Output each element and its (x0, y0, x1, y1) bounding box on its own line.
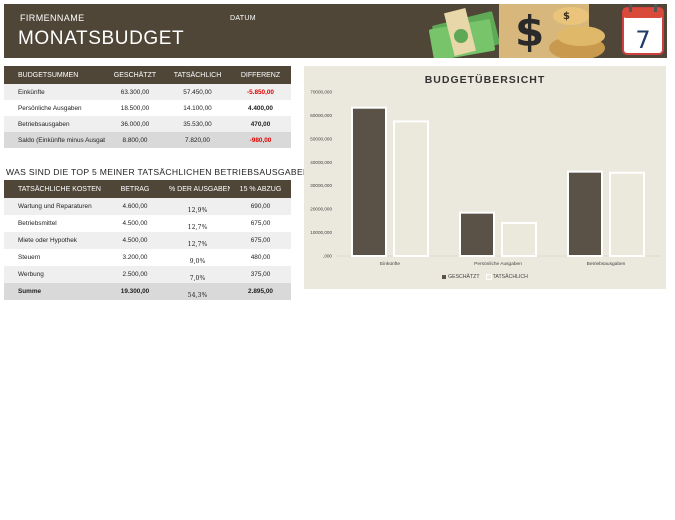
amount-cell[interactable]: 4.600,00 (105, 198, 165, 215)
bar-actual[interactable] (393, 120, 429, 257)
percent-cell[interactable]: 9,0% (165, 249, 230, 266)
x-category-label: Einkünfte (380, 261, 400, 267)
x-category-label: Persönliche Ausgaben (474, 261, 522, 267)
difference-cell[interactable]: -980,00 (230, 132, 291, 148)
amount-cell[interactable]: 4.500,00 (105, 215, 165, 232)
bar-actual[interactable] (609, 171, 645, 257)
row-label[interactable]: Betriebsausgaben (4, 116, 105, 132)
col-budget-totals[interactable]: BUDGETSUMMEN (4, 66, 105, 84)
col-amount[interactable]: BETRAG (105, 180, 165, 198)
svg-text:$: $ (515, 7, 544, 56)
bar-estimated[interactable] (351, 106, 387, 257)
header-banner: FIRMENNAME DATUM MONATSBUDGET $ $ (4, 4, 667, 58)
calendar-day: 7 (635, 26, 650, 54)
estimated-cell[interactable]: 63.300,00 (105, 84, 165, 100)
chart-legend: GESCHÄTZT TATSÄCHLICH (304, 273, 666, 280)
estimated-cell[interactable]: 8.800,00 (105, 132, 165, 148)
x-category-label: Betriebsausgaben (587, 261, 626, 267)
bar-estimated[interactable] (567, 170, 603, 257)
page-title[interactable]: MONATSBUDGET (18, 28, 185, 49)
percent-cell[interactable]: 7,0% (165, 266, 230, 283)
col-difference[interactable]: DIFFERENZ (230, 66, 291, 84)
total-percent[interactable]: 54,3% (165, 283, 230, 300)
table-row: Betriebsausgaben 36.000,00 35.530,00 470… (4, 116, 291, 132)
budget-summary-table: BUDGETSUMMEN GESCHÄTZT TATSÄCHLICH DIFFE… (4, 66, 291, 148)
row-label[interactable]: Saldo (Einkünfte minus Ausgaben) (4, 132, 105, 148)
total-amount[interactable]: 19.300,00 (105, 283, 165, 300)
actual-cell[interactable]: 14.100,00 (165, 100, 230, 116)
difference-cell[interactable]: -5.850,00 (230, 84, 291, 100)
percent-cell[interactable]: 12,7% (165, 215, 230, 232)
svg-text:$: $ (563, 11, 570, 22)
difference-cell[interactable]: 4.400,00 (230, 100, 291, 116)
bar-estimated[interactable] (459, 211, 495, 258)
deduction-cell[interactable]: 375,00 (230, 266, 291, 283)
col-percent-of-expenses[interactable]: % DER AUSGABEN (165, 180, 230, 198)
row-label[interactable]: Wartung und Reparaturen (4, 198, 105, 215)
y-tick-label: ,000 (323, 254, 332, 259)
estimated-cell[interactable]: 18.500,00 (105, 100, 165, 116)
table-row: Wartung und Reparaturen 4.600,00 12,9% 6… (4, 198, 291, 215)
legend-actual: TATSÄCHLICH (492, 274, 528, 280)
header-illustration: $ $ 7 (415, 4, 667, 58)
amount-cell[interactable]: 2.500,00 (105, 266, 165, 283)
col-actual-costs[interactable]: TATSÄCHLICHE KOSTEN (4, 180, 105, 198)
amount-cell[interactable]: 3.200,00 (105, 249, 165, 266)
col-deduction[interactable]: 15 % ABZUG (230, 180, 291, 198)
difference-cell[interactable]: 470,00 (230, 116, 291, 132)
deduction-cell[interactable]: 480,00 (230, 249, 291, 266)
calendar-icon: 7 (622, 4, 664, 55)
actual-cell[interactable]: 57.450,00 (165, 84, 230, 100)
row-label[interactable]: Persönliche Ausgaben (4, 100, 105, 116)
money-bills-icon (429, 7, 500, 58)
table-row: Persönliche Ausgaben 18.500,00 14.100,00… (4, 100, 291, 116)
col-estimated[interactable]: GESCHÄTZT (105, 66, 165, 84)
y-tick-label: 50000,000 (310, 136, 332, 141)
deduction-cell[interactable]: 675,00 (230, 215, 291, 232)
y-tick-label: 40000,000 (310, 160, 332, 165)
deduction-cell[interactable]: 675,00 (230, 232, 291, 249)
table-row: Saldo (Einkünfte minus Ausgaben) 8.800,0… (4, 132, 291, 148)
coins-icon: $ (549, 7, 605, 58)
amount-cell[interactable]: 4.500,00 (105, 232, 165, 249)
chart-canvas: ,000 10000,000 20000,000 30000,000 40000,000… (310, 90, 660, 267)
legend-estimated: GESCHÄTZT (448, 274, 480, 280)
y-tick-label: 20000,000 (310, 207, 332, 212)
row-label[interactable]: Steuern (4, 249, 105, 266)
actual-cell[interactable]: 7.820,00 (165, 132, 230, 148)
table-row: Einkünfte 63.300,00 57.450,00 -5.850,00 (4, 84, 291, 100)
table-row: Werbung 2.500,00 7,0% 375,00 (4, 266, 291, 283)
col-actual[interactable]: TATSÄCHLICH (165, 66, 230, 84)
percent-cell[interactable]: 12,7% (165, 232, 230, 249)
deduction-cell[interactable]: 690,00 (230, 198, 291, 215)
row-label[interactable]: Werbung (4, 266, 105, 283)
bar-actual[interactable] (501, 221, 537, 257)
percent-cell[interactable]: 12,9% (165, 198, 230, 215)
legend-swatch-estimated (442, 274, 447, 279)
y-tick-label: 10000,000 (310, 230, 332, 235)
y-tick-label: 70000,000 (310, 90, 332, 95)
row-label[interactable]: Einkünfte (4, 84, 105, 100)
company-name[interactable]: FIRMENNAME (20, 13, 85, 23)
budget-overview-chart[interactable]: BUDGETÜBERSICHT ,000 10000,000 20000,000 30… (304, 66, 666, 289)
date-field[interactable]: DATUM (230, 15, 256, 22)
total-row: Summe 19.300,00 54,3% 2.895,00 (4, 283, 291, 300)
row-label[interactable]: Miete oder Hypothek (4, 232, 105, 249)
total-label[interactable]: Summe (4, 283, 105, 300)
estimated-cell[interactable]: 36.000,00 (105, 116, 165, 132)
row-label[interactable]: Betriebsmittel (4, 215, 105, 232)
y-tick-label: 60000,000 (310, 113, 332, 118)
top5-section-title: WAS SIND DIE TOP 5 MEINER TATSÄCHLICHEN … (6, 167, 315, 177)
table-row: Steuern 3.200,00 9,0% 480,00 (4, 249, 291, 266)
table-row: Miete oder Hypothek 4.500,00 12,7% 675,0… (4, 232, 291, 249)
actual-cell[interactable]: 35.530,00 (165, 116, 230, 132)
y-tick-label: 30000,000 (310, 183, 332, 188)
total-deduction[interactable]: 2.895,00 (230, 283, 291, 300)
top5-expenses-table: TATSÄCHLICHE KOSTEN BETRAG % DER AUSGABE… (4, 180, 291, 300)
chart-title: BUDGETÜBERSICHT (424, 74, 546, 86)
legend-swatch-actual (485, 273, 492, 280)
table-row: Betriebsmittel 4.500,00 12,7% 675,00 (4, 215, 291, 232)
